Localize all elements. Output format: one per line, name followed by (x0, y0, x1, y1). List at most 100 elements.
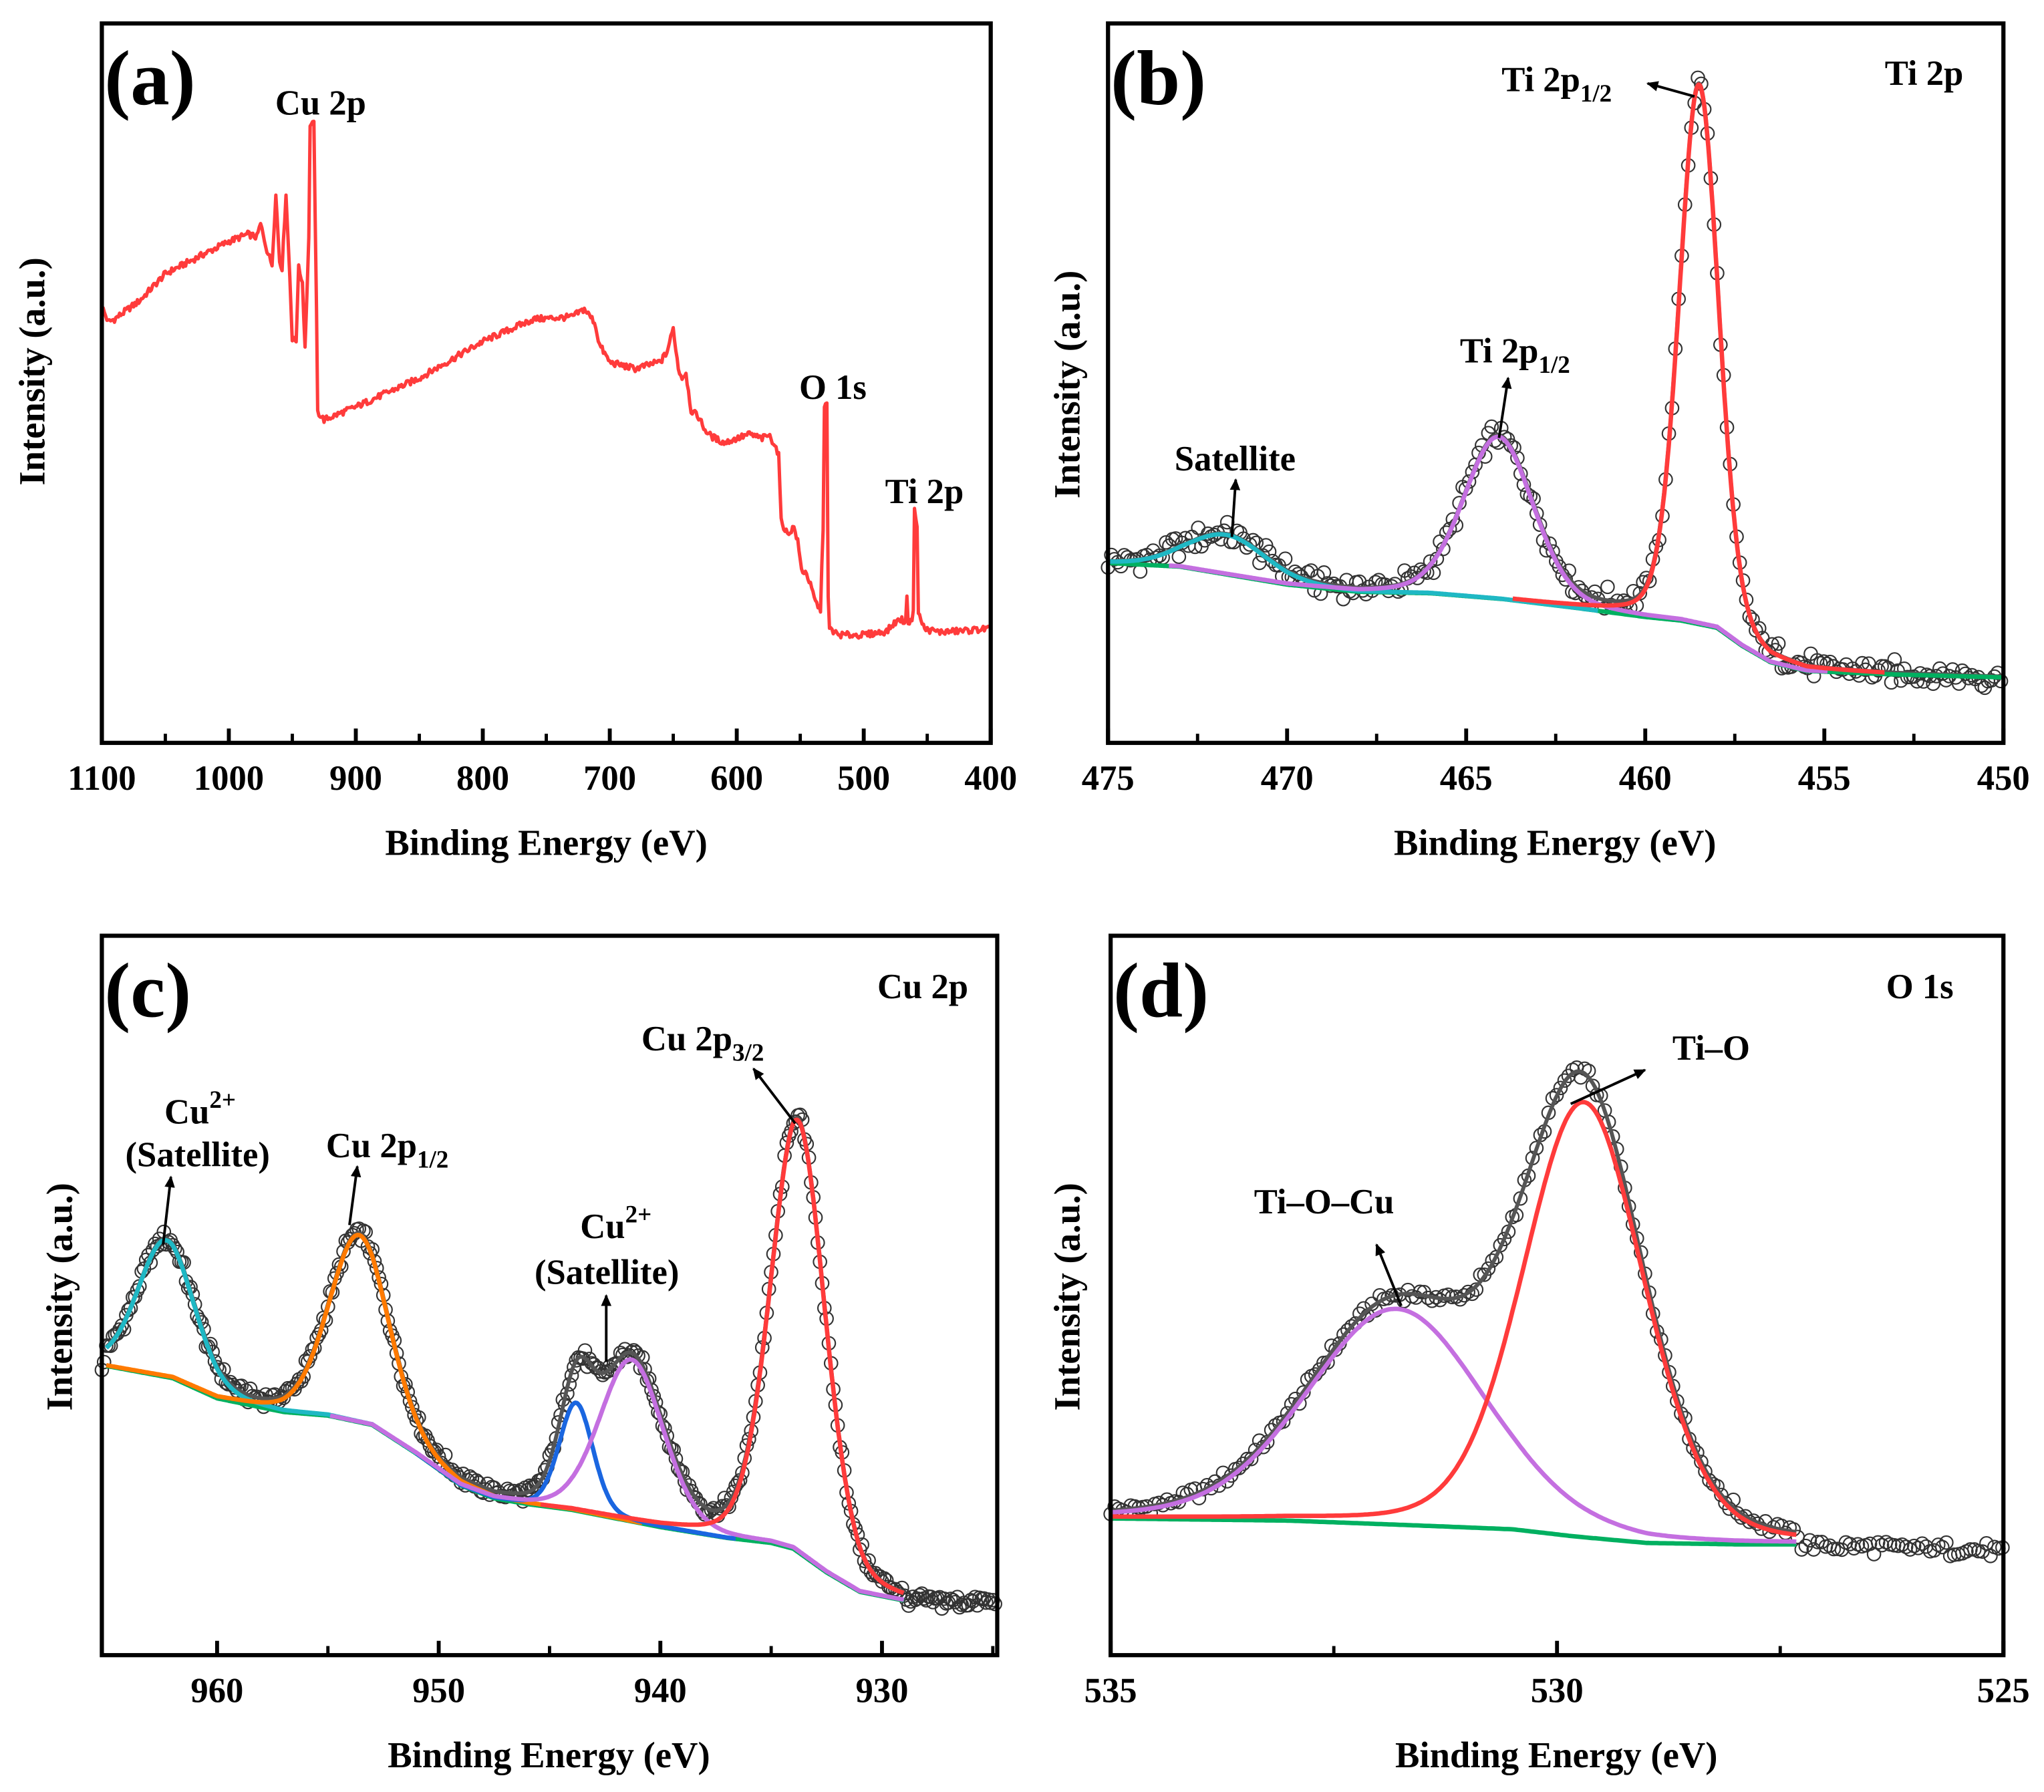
data-point (1926, 676, 1940, 692)
data-point (954, 1598, 970, 1612)
x-tick-label: 450 (1977, 759, 2030, 798)
data-point (952, 1600, 967, 1615)
data-point (1870, 1535, 1886, 1550)
data-point (1457, 1288, 1472, 1303)
x-tick-label: 960 (190, 1671, 243, 1710)
x-tick-label: 455 (1798, 759, 1851, 798)
x-axis-title: Binding Energy (eV) (385, 823, 707, 863)
y-axis-title: Intensity (a.u.) (39, 1183, 80, 1410)
x-tick-label: 475 (1082, 759, 1135, 798)
x-tick-label: 600 (710, 759, 763, 798)
data-point (1171, 549, 1187, 565)
annotation-cu2plus-mid: Cu2+ (580, 1201, 651, 1246)
x-ticks: 1100 1000 900 800 700 600 500 400 (67, 728, 1017, 798)
annotation-ti-o-cu: Ti–O–Cu (1254, 1183, 1395, 1221)
data-point (1802, 1533, 1817, 1548)
data-point (1970, 1543, 1986, 1559)
panel-a-survey: 1100 1000 900 800 700 600 500 400 (a) Cu 2p O 1… (12, 21, 1017, 863)
data-point (1983, 1548, 1998, 1563)
data-point (1231, 1461, 1247, 1475)
arrow-cu2p32 (752, 1067, 796, 1125)
data-point (168, 1241, 182, 1256)
x-ticks: 475 470 465 460 455 450 (1082, 728, 2030, 798)
axes-frame (100, 933, 1000, 1658)
arrow-satellite-left (162, 1175, 175, 1245)
data-point (1794, 1542, 1809, 1557)
data-point (1600, 579, 1615, 595)
plot-area (94, 1107, 1002, 1616)
data-point (1902, 1542, 1918, 1557)
data-point (1484, 419, 1499, 434)
data-point (1552, 559, 1567, 574)
x-tick-label: 525 (1977, 1671, 2030, 1710)
data-point (1553, 1080, 1568, 1096)
panel-label: (c) (104, 947, 191, 1034)
annotation-satellite: Satellite (1175, 440, 1296, 478)
data-point (1914, 1536, 1930, 1551)
x-axis-title: Binding Energy (eV) (1395, 1735, 1717, 1775)
data-point (1557, 1073, 1572, 1088)
data-point (1826, 1541, 1842, 1557)
data-point (1316, 565, 1332, 580)
data-point (1244, 1451, 1259, 1467)
axes-frame (1109, 933, 2006, 1658)
x-axis-title: Binding Energy (eV) (388, 1735, 710, 1775)
annotation-o1s: O 1s (799, 368, 867, 407)
x-tick-label: 465 (1440, 759, 1493, 798)
arrow-satellite (1229, 478, 1241, 537)
survey-spectrum-line (101, 120, 992, 640)
annotation-ti2p-top: Ti 2p1/2 (1501, 61, 1612, 108)
panel-label: (d) (1113, 947, 1209, 1034)
data-point (1336, 591, 1351, 607)
core-level-label: Ti 2p (1885, 54, 1964, 93)
data-point (1771, 636, 1786, 651)
data-point (1278, 551, 1293, 567)
annotation-ti2p: Ti 2p (885, 472, 964, 511)
background-line (1111, 1516, 1797, 1547)
plot-area (1101, 70, 2009, 696)
data-point (1481, 1261, 1496, 1276)
x-ticks: 535 530 525 (1084, 1640, 2030, 1710)
plot-area (101, 120, 992, 640)
annotation-satellite-left: (Satellite) (126, 1136, 270, 1175)
data-point (943, 1592, 958, 1606)
panel-label: (a) (104, 35, 195, 122)
arrow-cu2p12 (348, 1165, 361, 1225)
core-level-label: Cu 2p (877, 967, 968, 1006)
data-point (1887, 652, 1902, 667)
component-peak-line (539, 1117, 905, 1596)
annotation-cu2p32: Cu 2p3/2 (641, 1020, 764, 1067)
data-point (96, 1354, 112, 1370)
arrow-ti2p-mid (1497, 376, 1512, 438)
x-tick-label: 900 (329, 759, 382, 798)
data-point (1862, 1536, 1878, 1551)
data-point (1276, 1414, 1291, 1429)
data-point (1159, 535, 1173, 550)
annotation-cu2p: Cu 2p (275, 84, 366, 123)
data-point (1979, 1536, 1994, 1551)
data-point (1874, 1537, 1890, 1553)
x-tick-label: 500 (837, 759, 890, 798)
data-point (1939, 1535, 1954, 1550)
x-tick-label: 1100 (67, 759, 136, 798)
data-point (1497, 1231, 1512, 1247)
y-axis-title: Intensity (a.u.) (1046, 271, 1087, 498)
x-tick-label: 800 (456, 759, 509, 798)
axes-frame (1106, 21, 2006, 745)
data-point (1814, 1535, 1830, 1549)
x-tick-label: 940 (634, 1671, 687, 1710)
data-point (919, 1593, 934, 1608)
annotation-cu2plus-left: Cu2+ (164, 1086, 236, 1131)
data-point (1425, 1294, 1439, 1308)
panel-c-cu2p: 960 950 940 930 (c) Cu 2p Cu2+ (Satellite) … (39, 933, 1002, 1775)
data-point (1549, 1088, 1564, 1102)
panel-b-ti2p: 475 470 465 460 455 450 (b) Ti 2p Satellite T… (1046, 21, 2030, 863)
data-point (626, 1343, 641, 1358)
arrow-ti2p-top (1646, 81, 1695, 98)
data-point (1191, 520, 1206, 535)
data-point (979, 1595, 994, 1610)
x-tick-label: 700 (583, 759, 636, 798)
annotation-satellite-mid: (Satellite) (535, 1253, 679, 1292)
plot-area (1103, 1060, 2010, 1563)
